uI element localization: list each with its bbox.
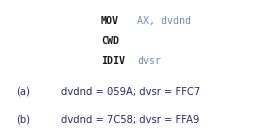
Text: dvsr: dvsr <box>137 55 161 66</box>
Text: dvdnd = 7C58; dvsr = FFA9: dvdnd = 7C58; dvsr = FFA9 <box>61 115 199 125</box>
Text: dvdnd = 059A; dvsr = FFC7: dvdnd = 059A; dvsr = FFC7 <box>61 87 200 97</box>
Text: CWD: CWD <box>101 36 119 46</box>
Text: MOV: MOV <box>101 16 119 26</box>
Text: AX, dvdnd: AX, dvdnd <box>137 16 191 26</box>
Text: (a): (a) <box>17 87 30 97</box>
Text: IDIV: IDIV <box>101 55 125 66</box>
Text: (b): (b) <box>17 115 31 125</box>
